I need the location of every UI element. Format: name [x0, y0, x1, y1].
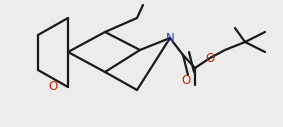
Text: O: O: [205, 52, 215, 65]
Text: O: O: [48, 81, 58, 93]
Text: O: O: [181, 74, 191, 86]
Text: N: N: [166, 31, 174, 44]
